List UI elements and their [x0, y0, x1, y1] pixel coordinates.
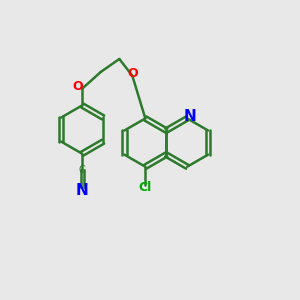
Text: O: O	[127, 67, 138, 80]
Text: Cl: Cl	[139, 181, 152, 194]
Text: C: C	[79, 165, 86, 176]
Text: N: N	[76, 183, 88, 198]
Text: N: N	[184, 109, 196, 124]
Text: O: O	[72, 80, 83, 93]
